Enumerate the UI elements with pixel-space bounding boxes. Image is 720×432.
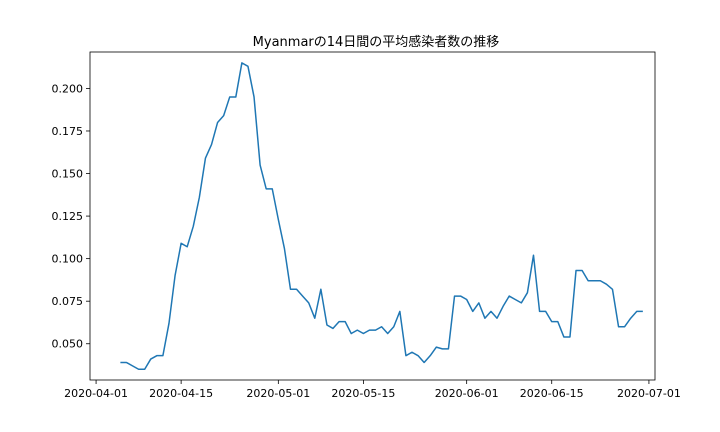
x-tick-label: 2020-06-15 [520, 387, 584, 400]
x-axis: 2020-04-01 2020-04-15 2020-05-01 2020-05-15… [64, 380, 681, 400]
x-tick-label: 2020-04-15 [149, 387, 213, 400]
chart-title: Myanmarの14日間の平均感染者数の推移 [253, 34, 500, 50]
y-tick-label: 0.050 [52, 338, 84, 351]
y-axis: 0.050 0.075 0.100 0.125 0.150 0.175 0.200 [52, 82, 90, 351]
series-line [120, 62, 643, 371]
y-tick-label: 0.150 [52, 168, 84, 181]
x-tick-label: 2020-05-01 [246, 387, 310, 400]
x-tick-label: 2020-07-01 [617, 387, 681, 400]
x-tick-label: 2020-06-01 [435, 387, 499, 400]
y-tick-label: 0.125 [52, 210, 84, 223]
y-tick-label: 0.100 [52, 253, 84, 266]
x-tick-label: 2020-04-01 [64, 387, 128, 400]
plot-frame [89, 51, 656, 381]
x-tick-label: 2020-05-15 [331, 387, 395, 400]
y-tick-label: 0.200 [52, 82, 84, 95]
y-tick-label: 0.075 [52, 295, 84, 308]
y-tick-label: 0.175 [52, 125, 84, 138]
